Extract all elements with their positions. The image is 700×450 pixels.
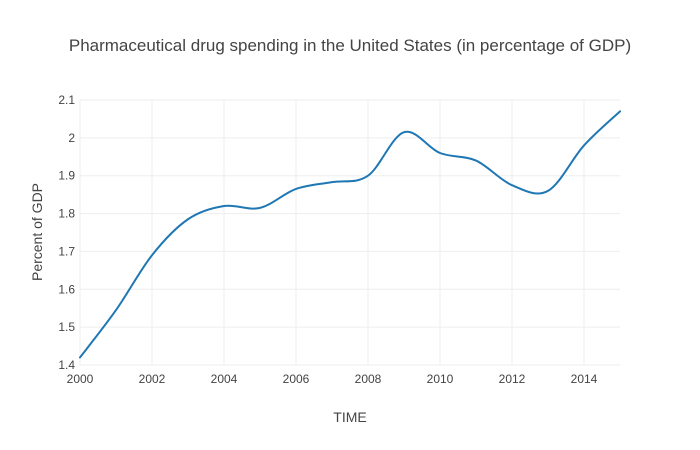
x-tick-label: 2014	[571, 372, 598, 386]
x-tick-label: 2004	[211, 372, 238, 386]
y-tick-label: 2	[68, 131, 75, 145]
y-tick-label: 1.8	[58, 207, 75, 221]
grid-layer	[79, 99, 620, 366]
x-tick-label: 2008	[355, 372, 382, 386]
x-tick-label: 2002	[139, 372, 166, 386]
x-tick-label: 2000	[67, 372, 94, 386]
chart-title: Pharmaceutical drug spending in the Unit…	[69, 36, 631, 55]
x-tick-label: 2006	[283, 372, 310, 386]
y-tick-label: 1.5	[58, 320, 75, 334]
x-tick-label: 2010	[427, 372, 454, 386]
series-layer	[79, 110, 621, 359]
y-axis-title: Percent of GDP	[29, 183, 45, 281]
tick-layer: 1.4 1.5 1.6 1.7 1.8 1.9 2 2.1 2000 2002 2004 2006 20…	[58, 93, 597, 386]
series-line	[79, 110, 621, 359]
x-tick-label: 2012	[499, 372, 526, 386]
y-tick-label: 1.9	[58, 169, 75, 183]
y-tick-label: 2.1	[58, 93, 75, 107]
y-tick-label: 1.6	[58, 282, 75, 296]
y-tick-label: 1.4	[58, 358, 75, 372]
x-axis-title: TIME	[333, 409, 366, 425]
y-tick-label: 1.7	[58, 244, 75, 258]
